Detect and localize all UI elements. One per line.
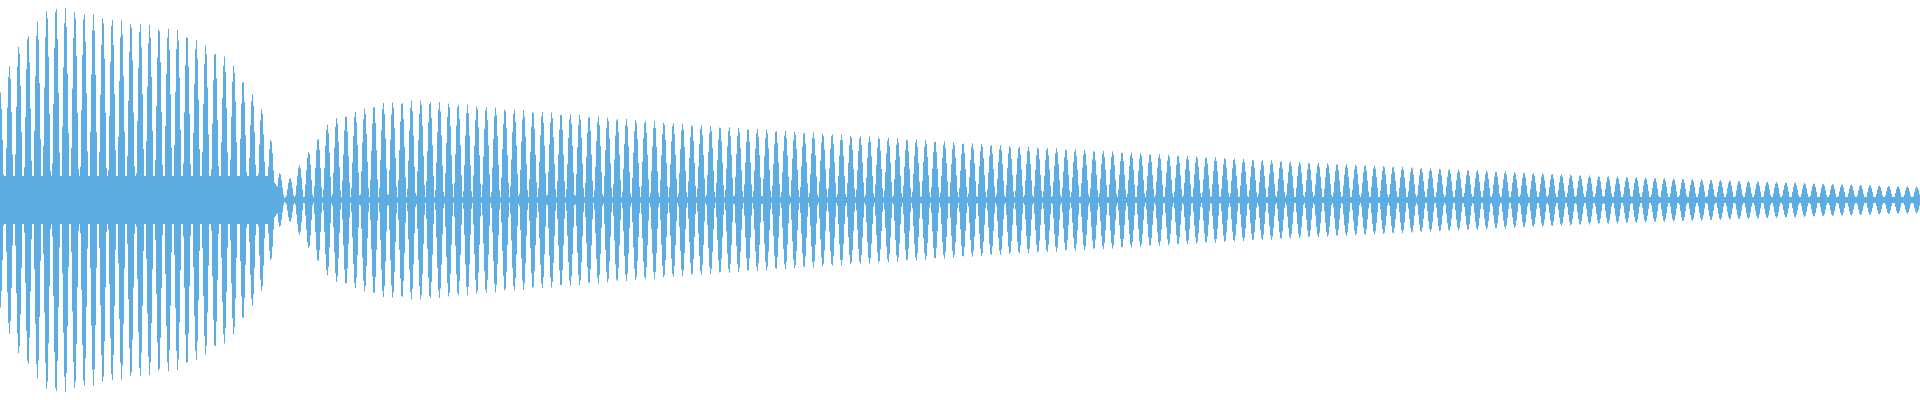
waveform-signal [0,8,1920,392]
